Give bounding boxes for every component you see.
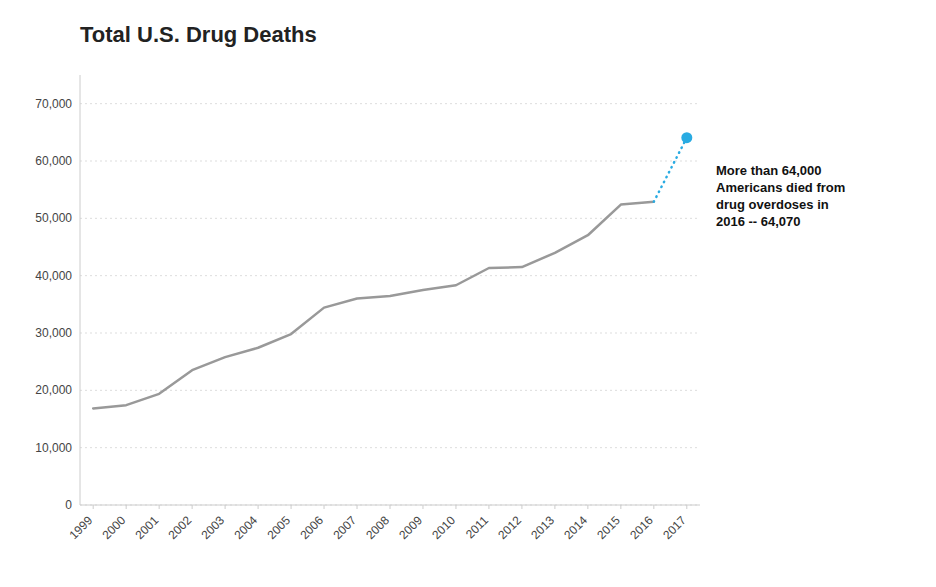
title: Total U.S. Drug Deaths <box>80 22 317 47</box>
x-tick-label: 2002 <box>165 513 194 542</box>
x-tick <box>554 505 555 509</box>
x-tick-label: 2004 <box>231 513 260 542</box>
x-tick <box>324 505 325 509</box>
chart: Total U.S. Drug Deaths 0 10,000 20,000 30,00… <box>0 0 936 587</box>
x-tick <box>390 505 391 509</box>
x-tick <box>653 505 654 509</box>
x-tick <box>422 505 423 509</box>
y-tick-label: 20,000 <box>35 383 72 397</box>
x-tick-label: 2006 <box>297 513 326 542</box>
x-tick <box>686 505 687 509</box>
x-tick <box>192 505 193 509</box>
grid <box>80 104 700 505</box>
x-tick-label: 2014 <box>561 513 590 542</box>
y-tick-label: 30,000 <box>35 326 72 340</box>
x-tick-label: 2012 <box>495 513 524 542</box>
annotation-line: drug overdoses in <box>716 197 829 212</box>
x-tick <box>357 505 358 509</box>
x-tick-label: 2008 <box>363 513 392 542</box>
point <box>681 132 692 143</box>
x-tick <box>587 505 588 509</box>
line <box>654 138 687 202</box>
grid-line <box>80 333 700 334</box>
x-tick-label: 2017 <box>660 513 689 542</box>
x-tick <box>126 505 127 509</box>
x-tick <box>159 505 160 509</box>
x-tick-label: 2016 <box>627 513 656 542</box>
y-tick-label: 0 <box>65 498 72 512</box>
x-tick <box>488 505 489 509</box>
annotation-line: More than 64,000 <box>716 163 822 178</box>
x-tick-label: 2003 <box>198 513 227 542</box>
y-tick-label: 60,000 <box>35 154 72 168</box>
annotation-line: 2016 -- 64,070 <box>716 214 801 229</box>
x-tick <box>620 505 621 509</box>
grid-line <box>80 447 700 448</box>
x-tick-label: 2015 <box>594 513 623 542</box>
y-tick-label: 50,000 <box>35 211 72 225</box>
x-tick-label: 1999 <box>67 513 96 542</box>
x-tick-label: 2000 <box>100 513 129 542</box>
line <box>93 202 654 409</box>
x-tick-label: 2007 <box>330 513 359 542</box>
y-tick-label: 40,000 <box>35 269 72 283</box>
x-tick-label: 2009 <box>396 513 425 542</box>
x-tick-label: 2013 <box>528 513 557 542</box>
annotation-line: Americans died from <box>716 180 845 195</box>
y-axis-line <box>80 75 81 505</box>
annotation: More than 64,000 Americans died from drug … <box>716 163 845 229</box>
x-tick <box>258 505 259 509</box>
x-tick <box>225 505 226 509</box>
y-tick-label: 10,000 <box>35 441 72 455</box>
y-tick-label: 70,000 <box>35 97 72 111</box>
x-tick-label: 2005 <box>264 513 293 542</box>
marks <box>93 132 692 408</box>
x-tick <box>455 505 456 509</box>
x-tick-label: 2010 <box>429 513 458 542</box>
grid-line <box>80 275 700 276</box>
grid-line <box>80 103 700 104</box>
x-tick <box>93 505 94 509</box>
grid-line <box>80 390 700 391</box>
x-tick-label: 2011 <box>463 513 491 541</box>
x-tick <box>291 505 292 509</box>
x-tick-label: 2001 <box>132 513 161 542</box>
grid-line <box>80 161 700 162</box>
x-tick <box>521 505 522 509</box>
